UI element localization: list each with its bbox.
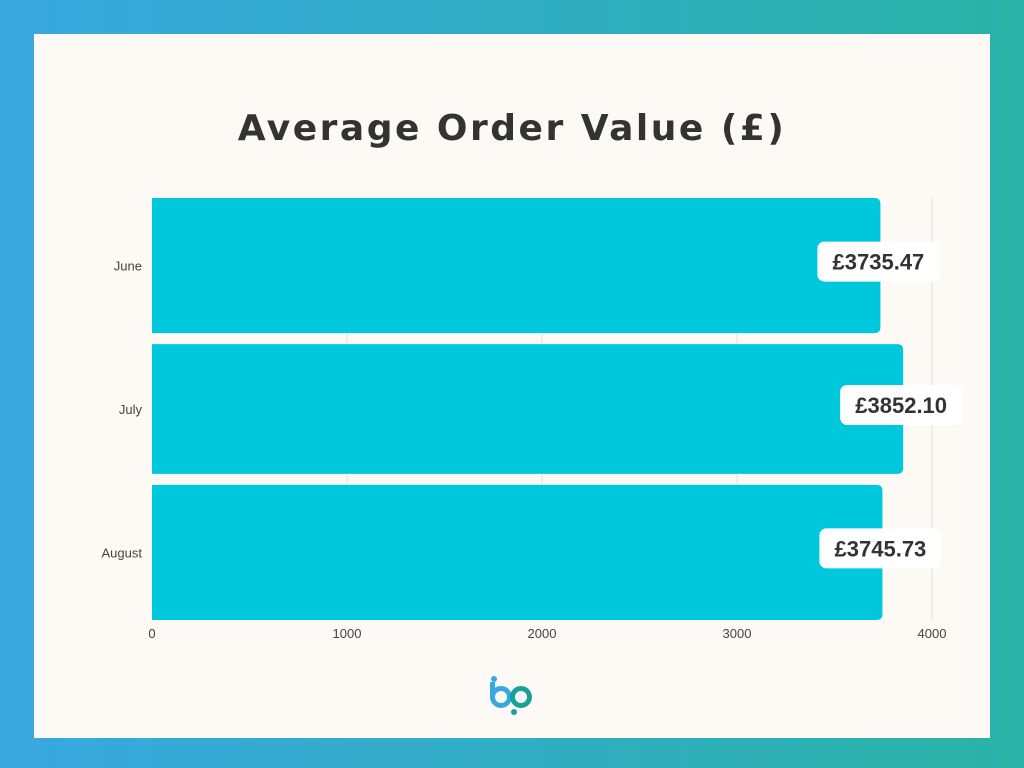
x-tick-label: 3000 bbox=[723, 626, 752, 641]
x-tick-label: 1000 bbox=[333, 626, 362, 641]
value-label-box bbox=[840, 385, 963, 425]
value-label: £3852.10 bbox=[855, 393, 947, 418]
bar bbox=[152, 198, 881, 334]
bars bbox=[152, 198, 904, 620]
value-label: £3745.73 bbox=[835, 536, 927, 561]
y-tick-label: August bbox=[102, 545, 143, 560]
y-tick-label: June bbox=[114, 259, 142, 274]
bar bbox=[152, 344, 904, 474]
x-tick-labels: 0 1000 2000 3000 4000 bbox=[148, 626, 946, 641]
chart-title: Average Order Value (£) bbox=[237, 108, 787, 149]
bp-logo-icon bbox=[490, 676, 532, 715]
value-labels: £3735.47 £3852.10 £3745.73 bbox=[817, 241, 963, 569]
bar bbox=[152, 484, 883, 620]
x-tick-label: 4000 bbox=[918, 626, 947, 641]
y-tick-label: July bbox=[119, 402, 143, 417]
value-label-box bbox=[817, 241, 940, 282]
x-tick-label: 2000 bbox=[528, 626, 557, 641]
x-tick-label: 0 bbox=[148, 626, 155, 641]
value-label: £3735.47 bbox=[833, 250, 925, 275]
y-tick-labels: June July August bbox=[102, 259, 143, 561]
value-label-box bbox=[819, 528, 942, 569]
